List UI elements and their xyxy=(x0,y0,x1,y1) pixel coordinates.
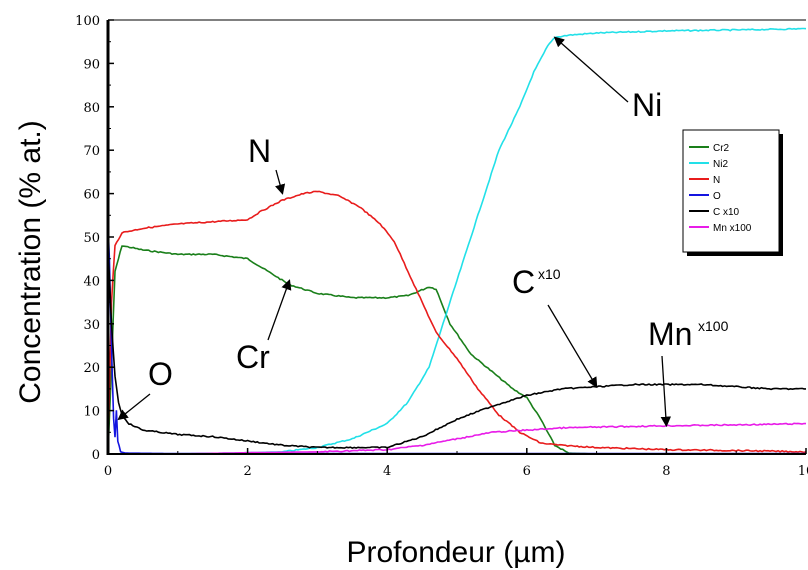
axes: 0 10 20 30 40 50 60 70 80 90 100 0 2 4 6 8 10 xyxy=(75,14,808,479)
y-tick-label: 60 xyxy=(83,188,100,203)
legend-label: Ni2 xyxy=(713,159,728,170)
annotation-label: Mn xyxy=(648,316,692,352)
annotation-label: Cr xyxy=(236,339,270,375)
x-tick-label: 2 xyxy=(243,464,251,479)
y-tick-label: 90 xyxy=(83,57,100,72)
x-tick-label: 6 xyxy=(523,464,531,479)
annotation-label: Ni xyxy=(632,87,662,123)
legend-box xyxy=(682,129,780,253)
y-tick-label: 20 xyxy=(83,361,100,376)
legend-label: Cr2 xyxy=(713,143,730,154)
y-axis-title: Concentration (% at.) xyxy=(14,120,47,403)
x-tick-label: 0 xyxy=(104,464,112,479)
legend: Cr2 Ni2 NO C x10 Mn x100 xyxy=(682,129,783,256)
series-line-n xyxy=(107,190,807,455)
annotation-label: N xyxy=(248,133,271,169)
annotation-scale-suffix: x10 xyxy=(538,266,561,282)
annotation-label: O xyxy=(148,356,173,392)
legend-label: O xyxy=(713,191,721,202)
y-tick-label: 30 xyxy=(83,318,100,333)
annotation-layer: Ni N Cr O C x10 Mn x100 xyxy=(117,36,729,428)
annotation-arrow xyxy=(267,279,292,341)
annotation-arrow xyxy=(275,169,286,195)
x-tick-label: 4 xyxy=(383,464,391,479)
x-tick-label: 8 xyxy=(662,464,670,479)
legend-label: Mn x100 xyxy=(713,223,752,234)
y-tick-label: 10 xyxy=(83,405,100,420)
y-tick-label: 80 xyxy=(83,101,100,116)
y-tick-label: 0 xyxy=(92,448,100,463)
x-axis-title: Profondeur (µm) xyxy=(346,536,565,569)
series-line-mn-x100 xyxy=(108,422,807,455)
annotation-arrow xyxy=(117,393,151,421)
series-line-c-x10 xyxy=(107,245,806,449)
x-tick-label: 10 xyxy=(798,464,808,479)
y-tick-label: 70 xyxy=(83,144,100,159)
y-tick-label: 40 xyxy=(83,274,100,289)
annotation-arrow xyxy=(547,304,598,388)
y-tick-label: 100 xyxy=(75,14,100,29)
series-line-cr2 xyxy=(107,245,806,455)
annotation-scale-suffix: x100 xyxy=(698,318,729,334)
y-tick-label: 50 xyxy=(83,231,100,246)
legend-label: N xyxy=(713,175,720,186)
legend-label: C x10 xyxy=(713,207,740,218)
annotation-arrow xyxy=(553,36,629,103)
annotation-label: C xyxy=(512,264,535,300)
annotation-arrow xyxy=(660,355,672,428)
